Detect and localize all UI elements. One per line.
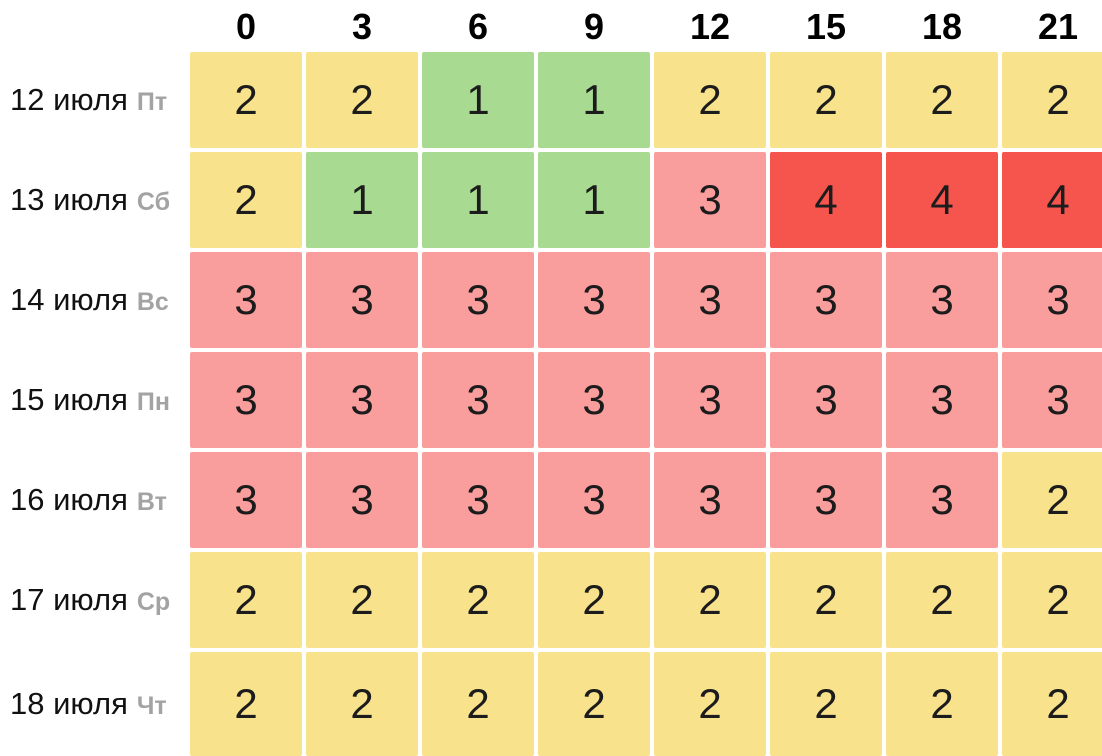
row-date: 14 июля — [10, 282, 128, 317]
heatmap-cell: 3 — [654, 252, 766, 348]
row-label-text: 18 июля Чт — [10, 686, 167, 722]
heatmap-cell: 2 — [654, 52, 766, 148]
row-label-text: 16 июля Вт — [10, 482, 167, 518]
heatmap-cell: 3 — [306, 352, 418, 448]
row-date: 17 июля — [10, 582, 128, 617]
heatmap-cell: 2 — [422, 552, 534, 648]
row-label: 15 июля Пн — [0, 352, 186, 448]
hour-header-12: 12 — [689, 6, 731, 47]
heatmap-cell: 3 — [654, 452, 766, 548]
heatmap-cell: 3 — [538, 252, 650, 348]
heatmap-cell: 2 — [770, 552, 882, 648]
heatmap-cell: 1 — [306, 152, 418, 248]
heatmap-cell: 2 — [306, 52, 418, 148]
heatmap-cell: 3 — [886, 252, 998, 348]
row-date: 15 июля — [10, 382, 128, 417]
row-date: 13 июля — [10, 182, 128, 217]
heatmap-cell: 2 — [886, 552, 998, 648]
row-day-abbr: Сб — [136, 188, 171, 216]
heatmap-cell: 2 — [190, 552, 302, 648]
row-day-abbr: Вт — [136, 488, 167, 516]
heatmap-cell: 3 — [538, 452, 650, 548]
row-label: 13 июля Сб — [0, 152, 186, 248]
hour-header-9: 9 — [583, 6, 605, 47]
row-date: 12 июля — [10, 82, 128, 117]
heatmap-cell: 4 — [886, 152, 998, 248]
heatmap-cell: 2 — [190, 152, 302, 248]
row-day-abbr: Пн — [136, 388, 170, 416]
heatmap-cell: 1 — [422, 152, 534, 248]
row-day-abbr: Ср — [136, 588, 171, 616]
row-day-abbr: Чт — [136, 692, 167, 720]
heatmap-cell: 2 — [886, 52, 998, 148]
heatmap-cell: 3 — [422, 352, 534, 448]
heatmap-cell: 2 — [190, 52, 302, 148]
heatmap-cell: 3 — [306, 452, 418, 548]
row-label-text: 15 июля Пн — [10, 382, 170, 418]
heatmap-cell: 3 — [770, 452, 882, 548]
heatmap-cell: 3 — [306, 252, 418, 348]
heatmap-cell: 3 — [538, 352, 650, 448]
row-label-text: 13 июля Сб — [10, 182, 170, 218]
row-label: 18 июля Чт — [0, 652, 186, 756]
heatmap-cell: 2 — [306, 652, 418, 756]
row-date: 16 июля — [10, 482, 128, 517]
heatmap-cell: 3 — [654, 352, 766, 448]
heatmap-cell: 2 — [306, 552, 418, 648]
heatmap-cell: 4 — [770, 152, 882, 248]
heatmap-cell: 3 — [190, 252, 302, 348]
heatmap-cell: 1 — [538, 152, 650, 248]
hour-header-15: 15 — [805, 6, 847, 47]
heatmap-cell: 3 — [190, 452, 302, 548]
heatmap-cell: 2 — [1002, 552, 1102, 648]
heatmap-cell: 4 — [1002, 152, 1102, 248]
row-label: 14 июля Вс — [0, 252, 186, 348]
heatmap-cell: 2 — [538, 552, 650, 648]
heatmap-cell: 3 — [886, 352, 998, 448]
heatmap-cell: 2 — [770, 652, 882, 756]
header-corner-spacer — [0, 0, 186, 48]
heatmap-cell: 3 — [190, 352, 302, 448]
heatmap-cell: 3 — [886, 452, 998, 548]
heatmap-cell: 3 — [770, 352, 882, 448]
hour-header-18: 18 — [921, 6, 963, 47]
heatmap-cell: 3 — [1002, 252, 1102, 348]
hour-header-6: 6 — [467, 6, 489, 47]
heatmap-cell: 1 — [422, 52, 534, 148]
heatmap-cell: 2 — [422, 652, 534, 756]
row-label-text: 12 июля Пт — [10, 82, 167, 118]
row-label: 12 июля Пт — [0, 52, 186, 148]
heatmap-cell: 3 — [422, 252, 534, 348]
heatmap-cell: 2 — [1002, 52, 1102, 148]
heatmap-cell: 2 — [1002, 652, 1102, 756]
hour-header-21: 21 — [1037, 6, 1079, 47]
heatmap-cell: 3 — [770, 252, 882, 348]
heatmap-cell: 2 — [770, 52, 882, 148]
hour-header-0: 0 — [235, 6, 257, 47]
row-day-abbr: Вс — [136, 288, 169, 316]
heatmap-cell: 3 — [1002, 352, 1102, 448]
heatmap-cell: 3 — [422, 452, 534, 548]
row-label-text: 14 июля Вс — [10, 282, 169, 318]
row-label: 17 июля Ср — [0, 552, 186, 648]
heatmap-cell: 2 — [1002, 452, 1102, 548]
heatmap-cell: 3 — [654, 152, 766, 248]
row-label: 16 июля Вт — [0, 452, 186, 548]
heatmap-cell: 2 — [538, 652, 650, 756]
heatmap-cell: 2 — [190, 652, 302, 756]
hour-header-3: 3 — [351, 6, 373, 47]
row-day-abbr: Пт — [136, 88, 168, 116]
heatmap-cell: 2 — [886, 652, 998, 756]
heatmap-cell: 2 — [654, 652, 766, 756]
row-date: 18 июля — [10, 686, 128, 721]
row-label-text: 17 июля Ср — [10, 582, 170, 618]
heatmap-cell: 2 — [654, 552, 766, 648]
heatmap-cell: 1 — [538, 52, 650, 148]
